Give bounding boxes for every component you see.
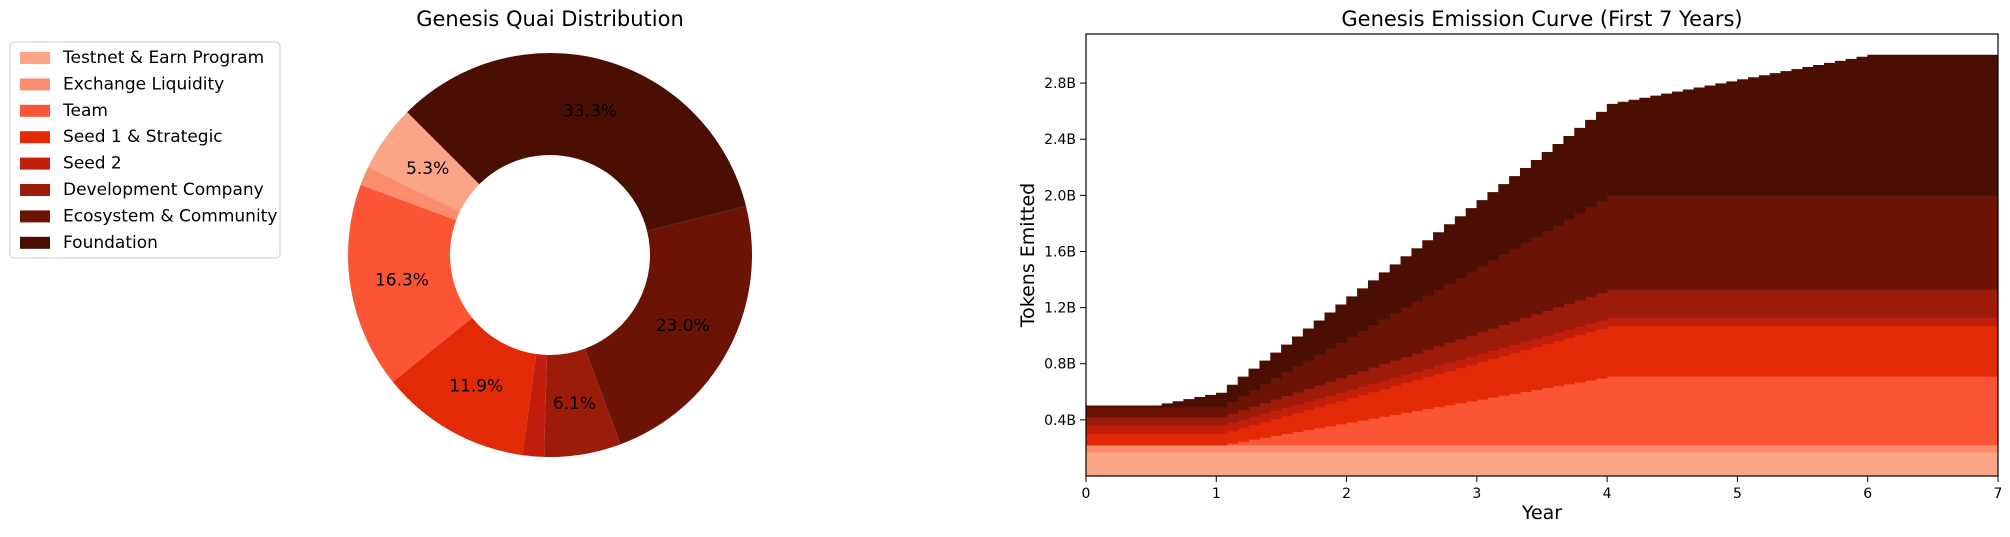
legend-swatch <box>20 104 50 117</box>
pie-percent-label: 16.3% <box>375 270 429 290</box>
y-tick-label: 1.2B <box>1044 301 1076 317</box>
y-tick-label: 0.4B <box>1044 413 1076 429</box>
emission-area-series <box>1085 451 1999 477</box>
legend-swatch <box>20 78 50 91</box>
x-tick-label: 6 <box>1863 486 1872 502</box>
pie-legend: Testnet & Earn Program Exchange Liquidity… <box>9 41 281 259</box>
pie-slice <box>584 206 752 445</box>
x-tick-label: 3 <box>1472 486 1481 502</box>
y-tick-label: 2.4B <box>1044 132 1076 148</box>
legend-label: Exchange Liquidity <box>63 74 224 94</box>
x-axis-ticks: 0 1 2 3 4 5 6 7 <box>1082 476 2003 502</box>
pie-percent-label: 11.9% <box>449 377 503 397</box>
legend-swatch <box>20 236 50 249</box>
y-tick-label: 2.8B <box>1044 76 1076 92</box>
legend-frame <box>9 41 281 259</box>
legend-swatch <box>20 184 50 196</box>
pie-slice <box>544 348 621 457</box>
legend-swatch <box>20 210 50 223</box>
legend-label: Testnet & Earn Program <box>62 48 264 68</box>
pie-percent-label: 23.0% <box>656 316 710 336</box>
x-tick-label: 0 <box>1082 486 1091 502</box>
emission-area-layers <box>1085 54 1999 477</box>
pie-chart-title: Genesis Quai Distribution <box>416 7 684 31</box>
plot-frame <box>1085 33 1999 477</box>
legend-swatch <box>20 52 50 64</box>
pie-percent-label: 5.3% <box>406 159 449 179</box>
legend-label: Development Company <box>63 180 264 200</box>
pie-percent-label: 6.1% <box>553 394 596 414</box>
x-tick-label: 5 <box>1733 486 1742 502</box>
legend-label: Team <box>62 101 108 121</box>
legend-label: Ecosystem & Community <box>63 206 277 226</box>
y-axis-label: Tokens Emitted <box>1017 183 1039 328</box>
pie-slice <box>368 112 480 212</box>
y-tick-label: 2.0B <box>1044 188 1076 204</box>
y-tick-label: 0.8B <box>1044 357 1076 373</box>
emission-area-series <box>1085 444 1999 453</box>
x-tick-label: 4 <box>1603 486 1612 502</box>
y-axis-ticks: 0.4B 0.8B 1.2B 1.6B 2.0B 2.4B 2.8B <box>1044 76 1086 429</box>
pie-slice <box>392 317 537 456</box>
pie-slice <box>407 53 746 231</box>
legend-label: Foundation <box>63 233 158 253</box>
legend-label: Seed 1 & Strategic <box>63 127 223 147</box>
x-tick-label: 7 <box>1994 486 2003 502</box>
pie-chart-panel: Genesis Quai Distribution 5.3% 16.3% 11.9%… <box>9 7 752 457</box>
emission-area-series <box>1085 54 1999 408</box>
x-axis-label: Year <box>1521 502 1562 524</box>
legend-items: Testnet & Earn Program Exchange Liquidity… <box>20 48 277 253</box>
pie-slices <box>348 53 752 457</box>
x-tick-label: 1 <box>1212 486 1221 502</box>
x-tick-label: 2 <box>1342 486 1351 502</box>
pie-slice <box>522 354 548 457</box>
legend-swatch <box>20 157 50 170</box>
legend-label: Seed 2 <box>63 154 122 174</box>
legend-swatch <box>20 131 50 144</box>
pie-percent-label: 33.3% <box>563 101 617 121</box>
emission-chart-panel: Genesis Emission Curve (First 7 Years) 0… <box>1017 7 2002 524</box>
y-tick-label: 1.6B <box>1044 244 1076 260</box>
pie-slice <box>360 167 460 221</box>
emission-chart-title: Genesis Emission Curve (First 7 Years) <box>1341 7 1742 31</box>
pie-slice <box>348 184 473 382</box>
pie-percentage-labels: 5.3% 16.3% 11.9% 6.1% 23.0% 33.3% <box>375 101 710 414</box>
